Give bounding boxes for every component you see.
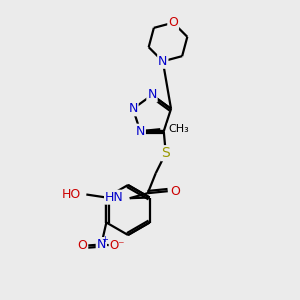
- Text: CH₃: CH₃: [168, 124, 189, 134]
- Text: O⁻: O⁻: [110, 239, 125, 252]
- Text: N: N: [128, 102, 138, 115]
- Text: +: +: [101, 235, 108, 244]
- Text: HO: HO: [62, 188, 81, 201]
- Text: O: O: [170, 185, 180, 198]
- Text: N: N: [147, 88, 157, 101]
- Text: HN: HN: [105, 191, 124, 204]
- Text: N: N: [158, 55, 167, 68]
- Text: N: N: [97, 238, 106, 251]
- Text: O: O: [168, 16, 178, 29]
- Text: O: O: [77, 239, 87, 252]
- Text: N: N: [136, 125, 145, 138]
- Text: S: S: [161, 146, 170, 160]
